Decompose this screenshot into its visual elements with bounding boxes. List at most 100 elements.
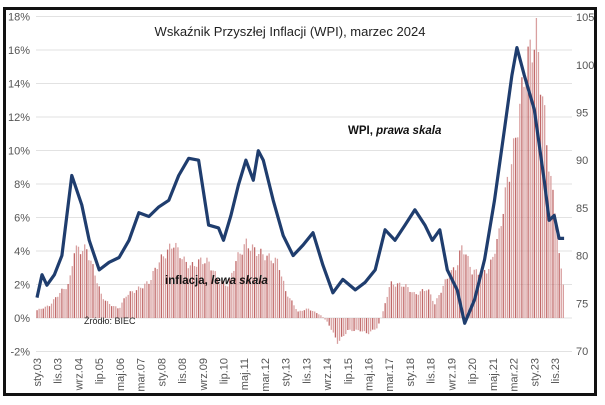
left-axis-tick: 6% xyxy=(14,213,30,225)
inflation-bar xyxy=(239,253,241,318)
inflation-bar xyxy=(237,252,239,318)
inflation-bar xyxy=(272,263,274,318)
inflation-bar xyxy=(494,253,496,318)
x-axis-tick: wrz.04 xyxy=(73,358,85,391)
inflation-bar xyxy=(233,270,235,318)
left-axis-tick: -2% xyxy=(10,347,30,359)
x-axis-tick: lis.13 xyxy=(301,358,313,384)
inflation-bar xyxy=(154,267,156,318)
inflation-bar xyxy=(260,248,262,318)
x-axis-tick: mar.22 xyxy=(509,358,521,392)
inflation-bar xyxy=(554,213,556,318)
inflation-bar xyxy=(117,308,119,318)
inflation-bar xyxy=(512,138,515,318)
inflation-bar xyxy=(365,318,368,334)
inflation-bar xyxy=(264,260,266,318)
left-axis-tick: 14% xyxy=(8,79,30,91)
inflation-label-italic: lewa skala xyxy=(211,275,269,287)
inflation-bar xyxy=(314,311,316,318)
right-axis-tick: 85 xyxy=(576,203,588,215)
x-axis-tick: maj.21 xyxy=(488,358,500,391)
inflation-bar xyxy=(189,265,192,318)
inflation-bar xyxy=(144,283,146,318)
inflation-bar xyxy=(67,284,69,318)
inflation-bar xyxy=(77,246,80,318)
left-axis-tick: 18% xyxy=(8,12,30,24)
inflation-bar xyxy=(529,39,531,319)
inflation-bar xyxy=(523,86,525,318)
inflation-bar xyxy=(322,317,324,318)
inflation-bar xyxy=(363,318,366,332)
inflation-bar xyxy=(355,318,357,330)
inflation-bar xyxy=(463,254,465,318)
inflation-bar xyxy=(88,260,90,318)
inflation-bar xyxy=(212,270,214,318)
inflation-bar xyxy=(535,18,538,318)
inflation-bar xyxy=(527,46,529,319)
inflation-bar xyxy=(65,289,67,318)
inflation-bar xyxy=(544,105,546,318)
left-axis-tick: 12% xyxy=(8,112,30,124)
inflation-bar xyxy=(425,290,428,318)
inflation-bar xyxy=(90,260,92,318)
inflation-bar xyxy=(340,318,343,337)
inflation-bar xyxy=(73,253,75,318)
wpi-label-main: WPI, xyxy=(348,125,373,137)
inflation-bar xyxy=(440,292,442,318)
inflation-bar xyxy=(486,273,488,318)
inflation-bar xyxy=(531,62,533,318)
inflation-bar xyxy=(519,103,521,318)
x-axis-tick: wrz.14 xyxy=(322,358,334,391)
inflation-bar xyxy=(179,258,181,318)
inflation-bar xyxy=(430,294,432,318)
inflation-bar xyxy=(525,83,527,318)
inflation-bar xyxy=(446,278,448,318)
inflation-bar xyxy=(171,248,173,318)
inflation-bar xyxy=(208,261,210,318)
inflation-bar xyxy=(496,238,498,318)
inflation-bar xyxy=(305,308,308,318)
inflation-bar xyxy=(386,296,388,318)
right-axis-tick: 90 xyxy=(576,155,588,167)
chart-title: Wskaźnik Przyszłej Inflacji (WPI), marze… xyxy=(155,24,426,39)
inflation-bar xyxy=(276,258,279,318)
inflation-bar xyxy=(548,171,550,318)
inflation-bar xyxy=(137,286,140,318)
inflation-bar xyxy=(243,244,245,318)
inflation-bar xyxy=(521,77,523,318)
left-axis-tick: 10% xyxy=(8,146,30,158)
x-axis-tick: sty.18 xyxy=(405,358,417,387)
inflation-bar xyxy=(448,277,451,318)
inflation-bar xyxy=(96,283,98,318)
inflation-bar xyxy=(411,292,413,318)
inflation-bar xyxy=(552,189,554,318)
inflation-bar xyxy=(320,315,322,318)
inflation-bar xyxy=(388,287,390,318)
inflation-bar xyxy=(268,253,270,318)
inflation-bar xyxy=(399,282,401,318)
inflation-bar xyxy=(106,301,109,318)
inflation-bar xyxy=(359,318,361,332)
inflation-bar xyxy=(142,288,144,318)
inflation-bar xyxy=(452,267,455,318)
inflation-bar xyxy=(110,306,113,318)
chart-frame xyxy=(3,7,597,396)
inflation-bar xyxy=(347,318,349,330)
inflation-bar xyxy=(295,309,297,318)
inflation-label-main: inflacja, xyxy=(165,275,208,287)
inflation-bar xyxy=(52,299,55,318)
inflation-bar xyxy=(191,262,194,318)
inflation-bar xyxy=(434,304,436,318)
inflation-bar xyxy=(104,300,107,318)
inflation-bar xyxy=(156,269,158,318)
inflation-bar xyxy=(307,308,310,318)
inflation-bar xyxy=(311,310,314,318)
inflation-bar xyxy=(183,256,185,318)
inflation-bar xyxy=(299,310,301,318)
inflation-bar xyxy=(187,268,189,318)
inflation-bar xyxy=(146,281,148,318)
inflation-bar xyxy=(280,276,283,318)
inflation-bar xyxy=(127,294,129,318)
inflation-bar xyxy=(61,288,63,318)
